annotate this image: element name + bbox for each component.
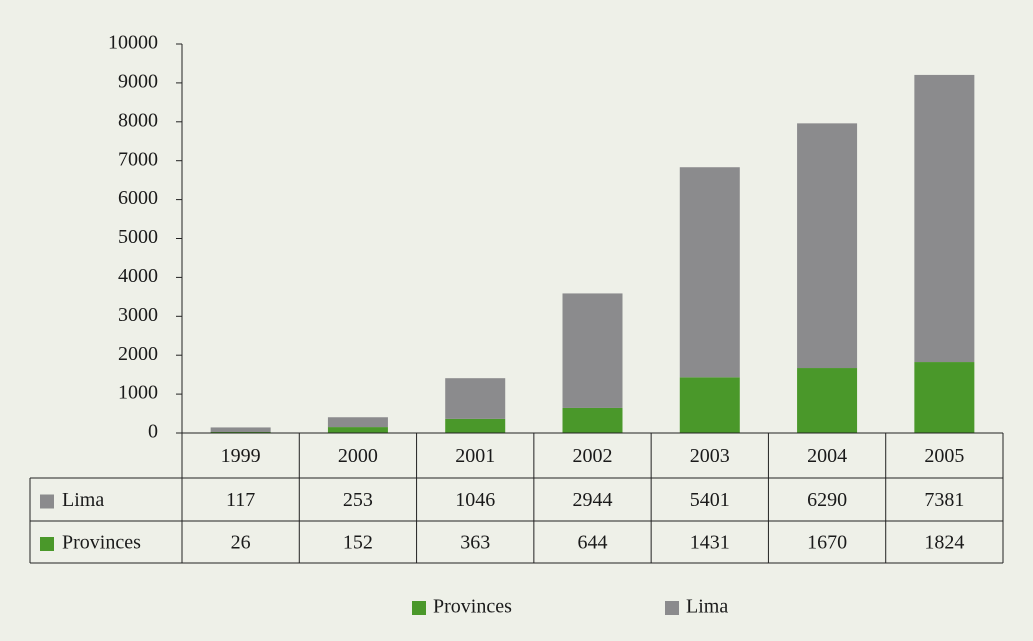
table-cell: 152 (343, 532, 373, 554)
y-tick-label: 7000 (118, 148, 158, 170)
x-tick-label: 2000 (338, 445, 378, 467)
y-tick-label: 2000 (118, 343, 158, 365)
table-row-label: Provinces (62, 532, 141, 554)
bar-segment (327, 427, 388, 433)
legend-key (665, 601, 679, 615)
table-legend-key (40, 494, 54, 509)
legend-label: Provinces (433, 596, 512, 618)
y-tick-label: 6000 (118, 187, 158, 209)
bar-segment (562, 293, 623, 408)
x-tick-label: 2004 (807, 445, 847, 467)
table-cell: 253 (343, 489, 373, 511)
table-cell: 26 (231, 532, 251, 554)
legend-label: Lima (686, 596, 728, 618)
table-cell: 1670 (807, 532, 847, 554)
table-legend-key (40, 537, 54, 551)
table-cell: 6290 (807, 489, 847, 511)
y-tick-label: 8000 (118, 109, 158, 131)
x-tick-label: 2002 (573, 445, 613, 467)
table-cell: 1431 (690, 532, 730, 554)
table-row-label: Lima (62, 489, 104, 511)
table-cell: 363 (460, 532, 490, 554)
bar-segment (914, 362, 975, 433)
y-tick-label: 3000 (118, 304, 158, 326)
y-tick-label: 1000 (118, 382, 158, 404)
legend-key (412, 601, 426, 615)
table-cell: 5401 (690, 489, 730, 511)
y-tick-label: 0 (148, 421, 158, 443)
bar-segment (797, 123, 858, 369)
bar-segment (914, 74, 975, 363)
x-tick-label: 1999 (221, 445, 261, 467)
x-tick-label: 2005 (924, 445, 964, 467)
bar-segment (327, 417, 388, 428)
table-cell: 2944 (573, 489, 613, 511)
bar-segment (679, 377, 740, 433)
bar-segment (210, 427, 271, 432)
bar-segment (562, 407, 623, 433)
bar-segment (797, 368, 858, 433)
y-tick-label: 9000 (118, 70, 158, 92)
table-cell: 644 (578, 532, 608, 554)
table-cell: 1824 (924, 532, 964, 554)
bar-segment (445, 418, 506, 433)
table-cell: 7381 (924, 489, 964, 511)
x-tick-label: 2001 (455, 445, 495, 467)
table-cell: 117 (226, 489, 255, 511)
y-tick-label: 5000 (118, 226, 158, 248)
y-tick-label: 10000 (108, 32, 158, 54)
table-cell: 1046 (455, 489, 495, 511)
x-tick-label: 2003 (690, 445, 730, 467)
y-tick-label: 4000 (118, 265, 158, 287)
bar-segment (679, 167, 740, 378)
bar-segment (445, 378, 506, 419)
bar-segment (210, 431, 271, 433)
